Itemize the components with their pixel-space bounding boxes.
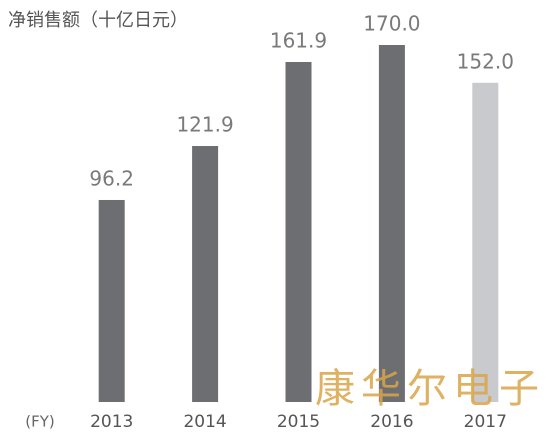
x-tick-label: 2017 xyxy=(464,412,507,432)
bar xyxy=(472,82,499,403)
x-tick-label: 2013 xyxy=(90,412,133,432)
bar xyxy=(378,45,405,402)
value-label: 96.2 xyxy=(89,166,134,190)
bar xyxy=(285,62,312,402)
value-label: 121.9 xyxy=(176,113,233,137)
bar xyxy=(98,199,125,402)
x-prefix: (FY) xyxy=(25,413,55,431)
value-label: 170.0 xyxy=(363,12,420,36)
chart-title: 净销售额（十亿日元） xyxy=(8,10,188,31)
value-label: 161.9 xyxy=(270,29,327,53)
value-label: 152.0 xyxy=(457,49,514,73)
x-tick-label: 2015 xyxy=(277,412,320,432)
x-tick-label: 2014 xyxy=(183,412,226,432)
x-tick-label: 2016 xyxy=(370,412,413,432)
bar xyxy=(192,146,219,402)
watermark: 康华尔电子 xyxy=(315,366,545,412)
